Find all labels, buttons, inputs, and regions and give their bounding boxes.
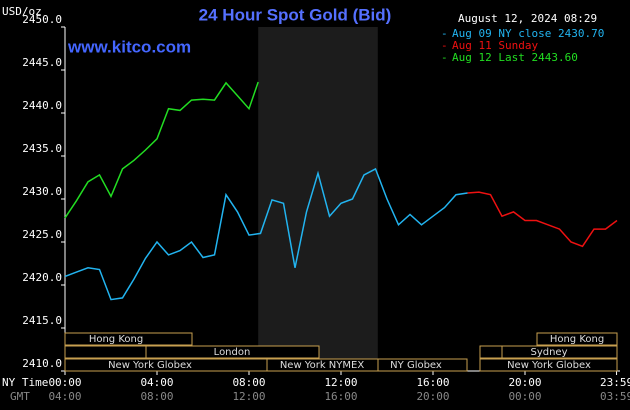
sessions: Hong Kong London New York Globex New Yor… [64, 332, 618, 372]
session-box [501, 345, 618, 359]
y-unit: USD/oz [2, 5, 42, 18]
y-tick-label: 2410.0 [22, 357, 62, 370]
x-tick-label: 08:00 [232, 376, 265, 389]
x2-axis-label: GMT [10, 390, 30, 403]
session-box [64, 332, 193, 346]
highlight-band [258, 27, 378, 371]
x-tick-label: 16:00 [416, 376, 449, 389]
series-line [64, 81, 259, 219]
x2-tick-label: 00:00 [508, 390, 541, 403]
session-box [536, 332, 618, 346]
session-label: Hong Kong [550, 334, 604, 345]
x2-tick-label: 04:00 [48, 390, 81, 403]
x-tick-label: 20:00 [508, 376, 541, 389]
y-tick-label: 2445.0 [22, 56, 62, 69]
session-label: New York NYMEX [280, 360, 365, 371]
session-box [479, 358, 618, 372]
x-tick-label: 00:00 [48, 376, 81, 389]
watermark: www.kitco.com [67, 37, 191, 56]
legend-label: Aug 11 Sunday [452, 39, 538, 52]
session-box [479, 345, 503, 359]
session-label: New York Globex [108, 360, 192, 371]
session-label: Hong Kong [89, 334, 143, 345]
x2-tick-label: 20:00 [416, 390, 449, 403]
session-label: Sydney [530, 347, 567, 358]
legend-label: Aug 09 NY close 2430.70 [452, 27, 604, 40]
session-box [64, 345, 147, 359]
x-tick-label: 12:00 [324, 376, 357, 389]
y-tick-label: 2450.0 [22, 13, 62, 26]
legend-dash: - [441, 39, 448, 52]
y-tick-label: 2420.0 [22, 271, 62, 284]
x2-tick-label: 08:00 [140, 390, 173, 403]
y-tick-label: 2435.0 [22, 142, 62, 155]
x2-tick-label: 16:00 [324, 390, 357, 403]
x-axis-label: NY Time [2, 376, 48, 389]
y-tick-label: 2440.0 [22, 99, 62, 112]
y-tick-label: 2430.0 [22, 185, 62, 198]
series-line [467, 191, 618, 248]
session-label: London [214, 347, 251, 358]
x-tick-label: 23:59 [600, 376, 630, 389]
session-label: NY Globex [390, 360, 442, 371]
timestamp: August 12, 2024 08:29 [458, 12, 597, 25]
session-box [377, 358, 468, 372]
x2-tick-label: 03:59 [600, 390, 630, 403]
y-tick-label: 2415.0 [22, 314, 62, 327]
legend-dash: - [441, 51, 448, 64]
session-box [145, 345, 320, 359]
chart-title: 24 Hour Spot Gold (Bid) [199, 5, 392, 24]
x2-tick-label: 12:00 [232, 390, 265, 403]
x-tick-label: 04:00 [140, 376, 173, 389]
legend-label: Aug 12 Last 2443.60 [452, 51, 578, 64]
series-line [64, 167, 468, 301]
session-label: New York Globex [507, 360, 591, 371]
y-tick-label: 2425.0 [22, 228, 62, 241]
legend-dash: - [441, 27, 448, 40]
